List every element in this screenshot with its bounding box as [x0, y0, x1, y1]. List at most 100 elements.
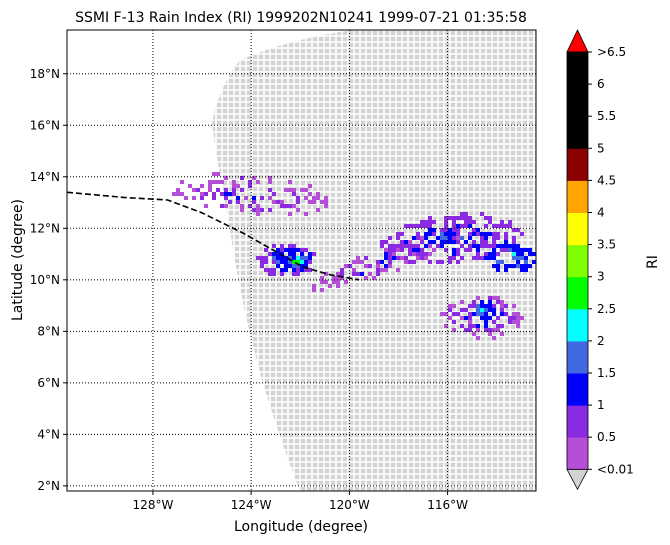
- rain-pixel: [344, 280, 348, 284]
- rain-pixel: [276, 260, 280, 264]
- rain-pixel: [520, 232, 524, 236]
- rain-pixel: [356, 256, 360, 260]
- rain-pixel: [240, 204, 244, 208]
- rain-pixel: [488, 304, 492, 308]
- rain-pixel: [504, 264, 508, 268]
- rain-pixel: [276, 264, 280, 268]
- rain-pixel: [284, 248, 288, 252]
- colorbar-tick-label: 2.5: [597, 302, 616, 316]
- rain-pixel: [320, 288, 324, 292]
- rain-pixel: [292, 264, 296, 268]
- rain-pixel: [388, 260, 392, 264]
- y-tick-label: 10°N: [30, 273, 60, 287]
- rain-pixel: [444, 220, 448, 224]
- rain-pixel: [380, 268, 384, 272]
- rain-pixel: [464, 316, 468, 320]
- rain-pixel: [268, 252, 272, 256]
- rain-pixel: [488, 316, 492, 320]
- rain-pixel: [324, 272, 328, 276]
- rain-pixel: [336, 284, 340, 288]
- rain-pixel: [316, 196, 320, 200]
- rain-pixel: [292, 188, 296, 192]
- colorbar-segment: [567, 244, 588, 278]
- rain-pixel: [492, 312, 496, 316]
- rain-pixel: [264, 268, 268, 272]
- colorbar-over-triangle: [566, 29, 589, 53]
- rain-pixel: [300, 188, 304, 192]
- colorbar-segment: [567, 308, 588, 342]
- rain-pixel: [484, 304, 488, 308]
- rain-pixel: [484, 328, 488, 332]
- rain-pixel: [476, 244, 480, 248]
- rain-pixel: [204, 192, 208, 196]
- rain-pixel: [476, 308, 480, 312]
- rain-pixel: [272, 192, 276, 196]
- rain-pixel: [296, 264, 300, 268]
- rain-pixel: [484, 224, 488, 228]
- rain-pixel: [292, 192, 296, 196]
- rain-pixel: [428, 232, 432, 236]
- x-tick-label: 116°W: [427, 498, 468, 512]
- satellite-swath: [212, 30, 536, 491]
- rain-pixel: [280, 268, 284, 272]
- rain-pixel: [304, 256, 308, 260]
- colorbar-segment: [567, 340, 588, 374]
- rain-pixel: [492, 256, 496, 260]
- rain-pixel: [476, 232, 480, 236]
- rain-pixel: [388, 236, 392, 240]
- rain-pixel: [260, 256, 264, 260]
- rain-pixel: [432, 248, 436, 252]
- grid-lines: [67, 30, 536, 491]
- rain-pixel: [504, 244, 508, 248]
- rain-pixel: [324, 200, 328, 204]
- rain-pixel: [296, 260, 300, 264]
- rain-pixel: [300, 256, 304, 260]
- rain-pixel: [500, 224, 504, 228]
- rain-pixel: [456, 224, 460, 228]
- rain-pixel: [224, 204, 228, 208]
- rain-pixel: [308, 200, 312, 204]
- rain-pixel: [488, 216, 492, 220]
- rain-pixel: [480, 316, 484, 320]
- rain-pixel: [460, 216, 464, 220]
- rain-pixel: [524, 260, 528, 264]
- rain-pixel: [276, 252, 280, 256]
- rain-pixel: [460, 316, 464, 320]
- rain-pixel: [324, 204, 328, 208]
- rain-pixel: [476, 324, 480, 328]
- rain-pixel: [280, 252, 284, 256]
- colorbar-tick-label: 2: [597, 334, 605, 348]
- rain-pixel: [444, 216, 448, 220]
- rain-pixel: [468, 232, 472, 236]
- rain-pixel: [468, 312, 472, 316]
- rain-pixel: [396, 236, 400, 240]
- rain-pixel: [496, 236, 500, 240]
- plot-area: 128°W 124°W 120°W 116°W 2°N 4°N 6°N 8°N 10°N 12°…: [30, 29, 537, 512]
- rain-pixel: [468, 216, 472, 220]
- rain-pixel: [452, 312, 456, 316]
- rain-pixel: [404, 260, 408, 264]
- rain-pixel: [448, 232, 452, 236]
- rain-pixel: [388, 256, 392, 260]
- rain-pixel: [444, 228, 448, 232]
- rain-pixel: [492, 248, 496, 252]
- rain-pixel: [424, 236, 428, 240]
- rain-pixel: [492, 320, 496, 324]
- rain-pixel: [472, 332, 476, 336]
- colorbar-tick-label: 4.5: [597, 173, 616, 187]
- colorbar-tick-label: <0.01: [597, 462, 634, 476]
- rain-pixel: [452, 236, 456, 240]
- rain-pixel: [412, 252, 416, 256]
- rain-pixel: [492, 224, 496, 228]
- rain-pixel: [272, 268, 276, 272]
- rain-pixel: [424, 252, 428, 256]
- rain-pixel: [212, 172, 216, 176]
- rain-pixel: [520, 264, 524, 268]
- rain-pixel: [256, 180, 260, 184]
- rain-pixel: [176, 192, 180, 196]
- rain-pixel: [456, 236, 460, 240]
- rain-pixel: [368, 272, 372, 276]
- rain-pixel: [292, 260, 296, 264]
- rain-pixel: [284, 268, 288, 272]
- rain-pixel: [248, 180, 252, 184]
